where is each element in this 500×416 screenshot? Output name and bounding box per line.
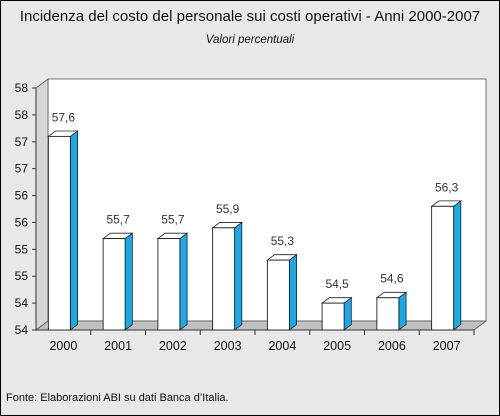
bar-side bbox=[234, 221, 243, 331]
bar-value-label: 56,3 bbox=[435, 180, 459, 194]
plot-side-wall bbox=[35, 78, 49, 331]
y-tick-label: 58 bbox=[15, 108, 29, 122]
bar bbox=[376, 297, 400, 331]
bar bbox=[157, 238, 181, 331]
bar-value-label: 55,3 bbox=[271, 234, 295, 248]
y-tick-label: 57 bbox=[15, 162, 29, 176]
x-tick-label: 2000 bbox=[49, 339, 77, 353]
bar-side bbox=[179, 232, 188, 331]
bar-side bbox=[398, 291, 407, 331]
bar bbox=[47, 135, 71, 331]
y-tick-label: 58 bbox=[15, 81, 29, 95]
y-tick-label: 57 bbox=[15, 135, 29, 149]
x-tick-label: 2005 bbox=[323, 339, 351, 353]
bar-value-label: 54,6 bbox=[380, 272, 404, 286]
bar bbox=[431, 205, 455, 331]
bar bbox=[266, 259, 290, 331]
bar-value-label: 55,7 bbox=[106, 213, 130, 227]
x-tick-label: 2007 bbox=[433, 339, 461, 353]
bar bbox=[212, 227, 236, 331]
bar-value-label: 55,9 bbox=[216, 202, 240, 216]
y-tick-label: 55 bbox=[15, 269, 29, 283]
y-tick-label: 56 bbox=[15, 215, 29, 229]
y-tick-label: 54 bbox=[15, 323, 29, 337]
bar-value-label: 55,7 bbox=[161, 213, 185, 227]
bar bbox=[321, 302, 345, 331]
x-tick-label: 2006 bbox=[378, 339, 406, 353]
source-note: Fonte: Elaborazioni ABI su dati Banca d’… bbox=[6, 392, 229, 404]
bar-value-label: 57,6 bbox=[52, 110, 76, 124]
bar-side bbox=[453, 200, 462, 331]
x-tick-label: 2001 bbox=[104, 339, 132, 353]
chart-subtitle: Valori percentuali bbox=[205, 34, 295, 46]
x-tick-label: 2003 bbox=[214, 339, 242, 353]
bar-value-label: 54,5 bbox=[325, 277, 349, 291]
bar-side bbox=[124, 232, 133, 331]
y-tick-label: 56 bbox=[15, 189, 29, 203]
x-tick-label: 2004 bbox=[268, 339, 296, 353]
x-tick-label: 2002 bbox=[159, 339, 187, 353]
plot-area: 54 54 55 55 56 56 57 57 58 58 57,6 2000 55,7 2001 55,7… bbox=[15, 78, 488, 353]
bar bbox=[102, 238, 126, 331]
y-tick-label: 55 bbox=[15, 242, 29, 256]
bar-side bbox=[288, 253, 297, 331]
y-tick-label: 54 bbox=[15, 296, 29, 310]
chart-title: Incidenza del costo del personale sui co… bbox=[19, 8, 481, 25]
bar-side bbox=[69, 130, 78, 331]
